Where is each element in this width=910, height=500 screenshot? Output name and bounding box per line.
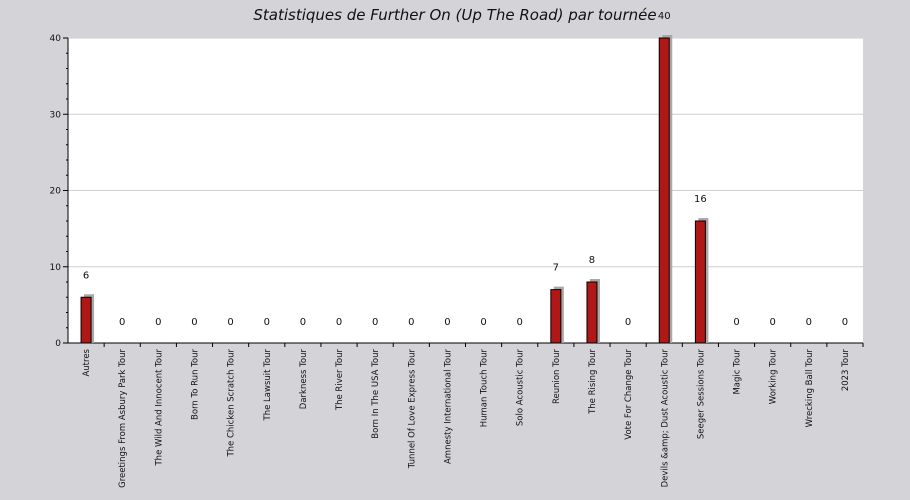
x-tick-label: Born To Run Tour [190,349,200,420]
x-tick-label: The Rising Tour [588,349,598,415]
data-label: 0 [444,317,450,328]
data-label: 0 [480,317,486,328]
x-tick-label: Seeger Sessions Tour [696,349,706,440]
x-tick-label: Born In The USA Tour [371,349,381,439]
data-label: 0 [408,317,414,328]
y-tick-label: 20 [50,187,62,197]
bar [550,289,562,344]
y-tick-label: 40 [50,34,62,44]
x-tick-label: Tunnel Of Love Express Tour [407,349,417,470]
data-label: 0 [769,317,775,328]
x-tick-label: Wrecking Ball Tour [805,349,815,428]
y-tick-label: 10 [50,263,62,273]
x-tick-label: 2023 Tour [841,349,851,392]
x-tick-label: Reunion Tour [552,349,562,405]
x-tick-label: Autres [82,348,92,376]
bar [658,37,670,344]
data-label: 0 [300,317,306,328]
data-label: 0 [191,317,197,328]
data-label: 0 [733,317,739,328]
x-tick-label: Amnesty International Tour [443,349,453,464]
y-tick-label: 0 [55,339,61,349]
y-tick-label: 30 [50,110,62,120]
data-label: 40 [658,11,671,22]
data-label: 0 [155,317,161,328]
x-tick-label: The Wild And Innocent Tour [154,349,164,467]
x-tick-label: Magic Tour [733,349,743,395]
data-label: 0 [264,317,270,328]
x-tick-label: Darkness Tour [299,349,309,410]
data-label: 0 [372,317,378,328]
data-label: 0 [517,317,523,328]
data-label: 6 [83,270,89,281]
bar [694,220,706,344]
bar [80,296,92,344]
data-label: 8 [589,255,595,266]
data-label: 16 [694,194,707,205]
chart-title: Statistiques de Further On (Up The Road)… [253,6,657,24]
data-label: 0 [806,317,812,328]
data-label: 0 [119,317,125,328]
x-tick-label: Devils &amp; Dust Acoustic Tour [660,348,670,487]
bar [586,281,598,344]
x-tick-label: The Chicken Scratch Tour [227,349,237,458]
x-tick-label: Greetings From Asbury Park Tour [118,349,128,488]
data-label: 0 [625,317,631,328]
x-tick-label: Vote For Change Tour [624,349,634,440]
data-label: 7 [553,263,559,274]
x-tick-label: Solo Acoustic Tour [516,349,526,427]
x-tick-label: The Lawsuit Tour [263,348,273,421]
x-tick-label: Working Tour [769,348,779,404]
data-label: 0 [336,317,342,328]
x-tick-label: The River Tour [335,349,345,412]
data-label: 0 [842,317,848,328]
x-tick-label: Human Touch Tour [480,349,490,428]
data-label: 0 [227,317,233,328]
